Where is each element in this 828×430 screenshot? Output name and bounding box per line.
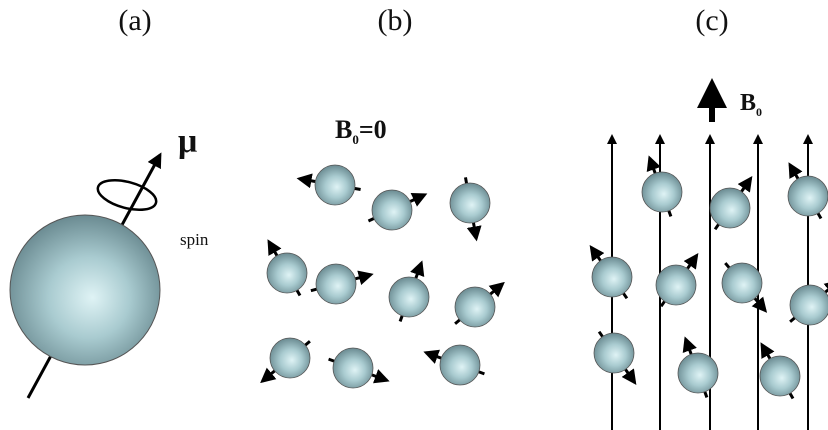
- nucleus: [389, 277, 429, 317]
- nucleus: [315, 165, 355, 205]
- moment-label: μ: [178, 123, 197, 160]
- nucleus: [592, 257, 632, 297]
- spin-label: spin: [180, 230, 209, 249]
- panel-label: (b): [378, 4, 413, 37]
- symbol: B: [335, 115, 352, 144]
- nucleus: [372, 190, 412, 230]
- nucleus: [710, 188, 750, 228]
- nucleus: [790, 285, 828, 325]
- nucleus: [656, 265, 696, 305]
- nucleus: [316, 264, 356, 304]
- nucleus: [333, 348, 373, 388]
- panel-label: (a): [118, 4, 151, 37]
- nucleus: [722, 263, 762, 303]
- nucleus: [440, 345, 480, 385]
- nucleus: [760, 356, 800, 396]
- symbol: B: [740, 90, 756, 116]
- field-label: B0=0: [335, 115, 387, 147]
- nucleus: [642, 172, 682, 212]
- nucleus: [678, 353, 718, 393]
- diagram: (a) (b) (c) μ spin B0=0 B0: [0, 0, 828, 430]
- nucleus: [270, 338, 310, 378]
- spins: [262, 136, 828, 430]
- equals: =0: [359, 115, 387, 144]
- subscript: 0: [756, 105, 762, 119]
- nucleus: [788, 176, 828, 216]
- nucleus: [267, 253, 307, 293]
- nucleus: [594, 333, 634, 373]
- field-label: B0: [740, 90, 762, 119]
- panel-label: (c): [695, 4, 728, 37]
- nucleus: [455, 287, 495, 327]
- spin-loop: [95, 175, 160, 216]
- nucleus: [450, 183, 490, 223]
